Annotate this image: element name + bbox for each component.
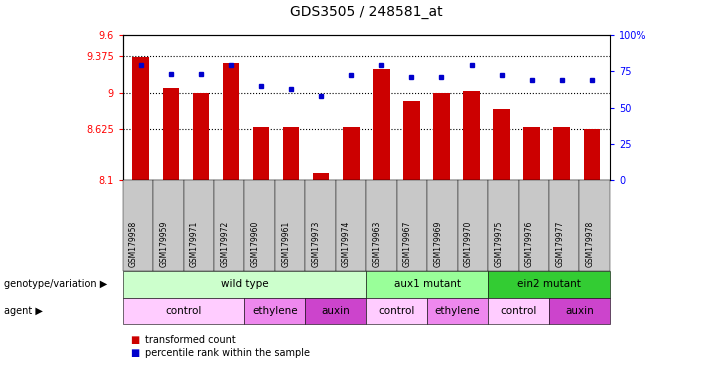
Text: GSM179967: GSM179967 bbox=[403, 220, 412, 267]
Text: GSM179958: GSM179958 bbox=[129, 221, 138, 267]
Text: wild type: wild type bbox=[221, 279, 268, 289]
Bar bbox=[403, 101, 420, 180]
Bar bbox=[554, 127, 570, 180]
Text: GDS3505 / 248581_at: GDS3505 / 248581_at bbox=[290, 5, 442, 19]
Bar bbox=[223, 63, 239, 180]
Text: GSM179971: GSM179971 bbox=[190, 221, 199, 267]
Text: auxin: auxin bbox=[322, 306, 350, 316]
Bar bbox=[433, 93, 450, 180]
Text: genotype/variation ▶: genotype/variation ▶ bbox=[4, 279, 107, 289]
Bar bbox=[494, 109, 510, 180]
Text: agent ▶: agent ▶ bbox=[4, 306, 42, 316]
Text: ■: ■ bbox=[130, 348, 139, 358]
Text: GSM179972: GSM179972 bbox=[220, 221, 229, 267]
Bar bbox=[463, 91, 479, 180]
Text: GSM179970: GSM179970 bbox=[464, 220, 473, 267]
Text: control: control bbox=[501, 306, 537, 316]
Bar bbox=[524, 127, 540, 180]
Bar bbox=[253, 127, 269, 180]
Text: GSM179977: GSM179977 bbox=[555, 220, 564, 267]
Text: GSM179961: GSM179961 bbox=[281, 221, 290, 267]
Bar bbox=[132, 57, 149, 180]
Text: GSM179960: GSM179960 bbox=[251, 220, 259, 267]
Text: aux1 mutant: aux1 mutant bbox=[394, 279, 461, 289]
Text: ■: ■ bbox=[130, 335, 139, 345]
Bar bbox=[343, 127, 360, 180]
Text: GSM179959: GSM179959 bbox=[159, 220, 168, 267]
Text: GSM179974: GSM179974 bbox=[342, 220, 351, 267]
Text: percentile rank within the sample: percentile rank within the sample bbox=[145, 348, 310, 358]
Text: ethylene: ethylene bbox=[252, 306, 298, 316]
Text: auxin: auxin bbox=[565, 306, 594, 316]
Bar bbox=[163, 88, 179, 180]
Text: control: control bbox=[379, 306, 415, 316]
Text: GSM179963: GSM179963 bbox=[372, 220, 381, 267]
Text: transformed count: transformed count bbox=[145, 335, 236, 345]
Bar bbox=[193, 93, 209, 180]
Bar bbox=[373, 69, 390, 180]
Text: control: control bbox=[165, 306, 202, 316]
Text: ethylene: ethylene bbox=[435, 306, 480, 316]
Text: ein2 mutant: ein2 mutant bbox=[517, 279, 581, 289]
Text: GSM179969: GSM179969 bbox=[433, 220, 442, 267]
Bar bbox=[313, 173, 329, 180]
Bar bbox=[583, 129, 600, 180]
Text: GSM179978: GSM179978 bbox=[585, 221, 594, 267]
Bar bbox=[283, 127, 299, 180]
Text: GSM179975: GSM179975 bbox=[494, 220, 503, 267]
Text: GSM179976: GSM179976 bbox=[525, 220, 533, 267]
Text: GSM179973: GSM179973 bbox=[312, 220, 320, 267]
